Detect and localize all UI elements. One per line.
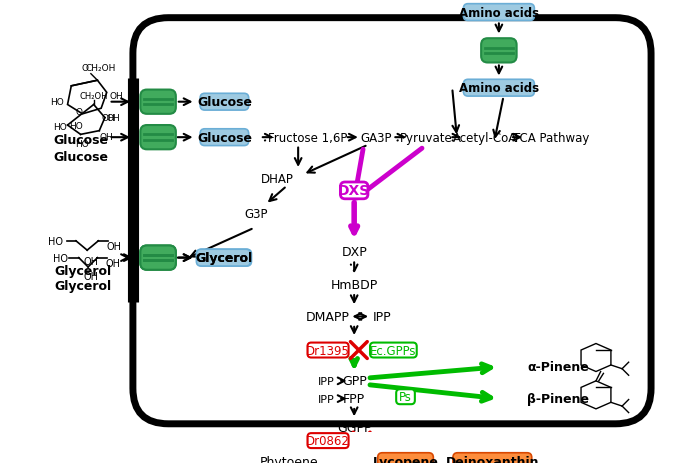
Text: OH: OH (102, 114, 116, 123)
Text: FPP: FPP (343, 392, 365, 405)
Text: DXS: DXS (338, 184, 371, 198)
Text: Glucose: Glucose (53, 151, 108, 164)
FancyBboxPatch shape (140, 90, 176, 114)
Text: Glycerol: Glycerol (196, 251, 253, 264)
Text: HO: HO (69, 121, 83, 130)
Text: Glucose: Glucose (197, 96, 252, 109)
Text: Ec.GPPs: Ec.GPPs (370, 344, 416, 357)
FancyBboxPatch shape (453, 453, 532, 463)
Text: OH: OH (84, 272, 99, 282)
Text: Glycerol: Glycerol (55, 265, 112, 278)
Text: OH: OH (109, 92, 123, 100)
FancyBboxPatch shape (396, 389, 415, 404)
FancyBboxPatch shape (200, 130, 249, 146)
Text: β-Pinene: β-Pinene (527, 392, 589, 405)
Text: Lycopene: Lycopene (373, 455, 438, 463)
Text: HO: HO (51, 98, 64, 107)
FancyBboxPatch shape (377, 453, 434, 463)
Text: Phytoene: Phytoene (260, 455, 319, 463)
Text: O: O (75, 107, 82, 116)
Text: IPP: IPP (373, 310, 392, 323)
Text: α-Pinene: α-Pinene (527, 361, 588, 374)
Text: IPP: IPP (318, 394, 334, 404)
FancyBboxPatch shape (308, 343, 349, 358)
Text: HO: HO (53, 123, 67, 132)
Text: CH₂OH: CH₂OH (86, 63, 116, 73)
Text: Dr0862: Dr0862 (306, 434, 350, 447)
Text: GGPP: GGPP (337, 421, 371, 434)
Text: DMAPP: DMAPP (306, 310, 350, 323)
Text: Amino acids: Amino acids (459, 6, 539, 19)
FancyBboxPatch shape (340, 182, 368, 200)
FancyBboxPatch shape (140, 126, 176, 150)
Text: HO: HO (53, 253, 68, 263)
Text: Deinoxanthin: Deinoxanthin (446, 455, 539, 463)
Text: TCA Pathway: TCA Pathway (513, 131, 589, 144)
FancyBboxPatch shape (140, 246, 176, 270)
Text: Acetyl-CoA: Acetyl-CoA (453, 131, 517, 144)
Text: G3P: G3P (245, 208, 268, 221)
Text: Glycerol: Glycerol (55, 280, 112, 293)
FancyBboxPatch shape (308, 433, 349, 448)
FancyBboxPatch shape (197, 250, 251, 266)
Text: Dr1395: Dr1395 (306, 344, 350, 357)
Text: OH: OH (100, 132, 114, 141)
Text: Glycerol: Glycerol (195, 251, 252, 264)
Text: HO: HO (75, 140, 89, 149)
Text: Glucose: Glucose (53, 133, 108, 146)
Text: DHAP: DHAP (260, 172, 293, 185)
Text: DXP: DXP (341, 245, 367, 258)
Text: IPP: IPP (318, 376, 334, 386)
FancyBboxPatch shape (464, 5, 534, 21)
Text: HO: HO (48, 236, 63, 246)
Text: OH: OH (107, 242, 122, 252)
Text: HmBDP: HmBDP (331, 279, 378, 292)
Text: OH: OH (84, 257, 99, 267)
Text: OH: OH (106, 114, 120, 123)
Text: OH: OH (105, 259, 121, 269)
Text: CH₂OH: CH₂OH (79, 92, 108, 100)
Text: O: O (82, 63, 89, 73)
Text: GPP: GPP (342, 375, 366, 388)
FancyBboxPatch shape (464, 80, 534, 97)
Text: Fructose 1,6P: Fructose 1,6P (268, 131, 347, 144)
FancyBboxPatch shape (140, 246, 176, 270)
Text: Glucose: Glucose (197, 131, 252, 144)
Text: Ps: Ps (399, 390, 412, 403)
FancyBboxPatch shape (370, 343, 416, 358)
Text: Pyruvate: Pyruvate (399, 131, 452, 144)
Text: Amino acids: Amino acids (459, 82, 539, 95)
FancyBboxPatch shape (197, 250, 251, 266)
FancyBboxPatch shape (200, 94, 249, 111)
FancyBboxPatch shape (481, 39, 516, 63)
Text: GA3P: GA3P (360, 131, 391, 144)
